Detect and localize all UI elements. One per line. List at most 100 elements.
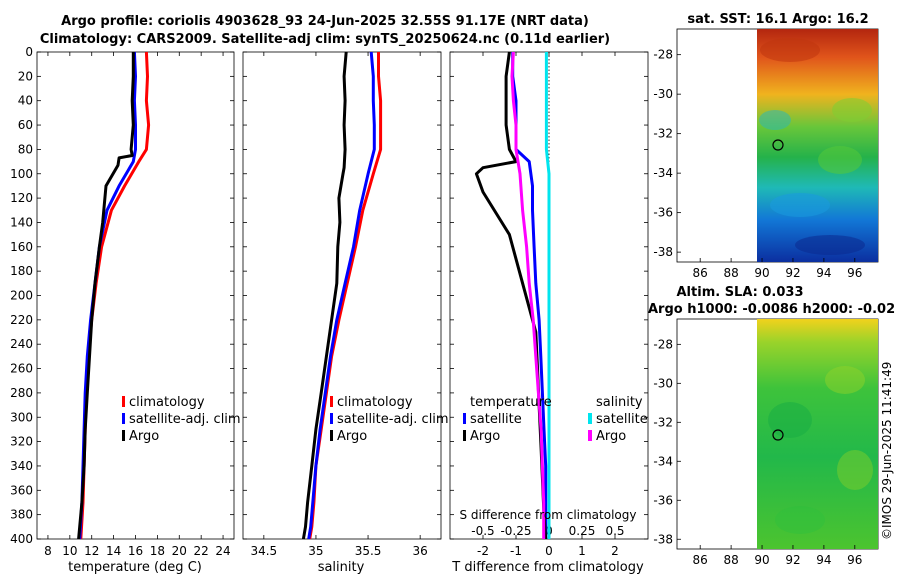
temperature-xlabel: temperature (deg C) [68,560,202,575]
t-difference-xlabel: T difference from climatology [451,560,644,575]
legend-label-s-argo: Argo [596,429,626,444]
legend-swatch-climatology [122,396,125,407]
s-diff-tick-label: -0.5 [471,524,494,538]
figure-title-line1: Argo profile: coriolis 4903628_93 24-Jun… [61,14,589,29]
series-line-satellite [544,52,551,539]
depth-tick-label: 300 [10,410,33,424]
depth-tick-label: 20 [18,69,33,83]
depth-tick-label: 200 [10,289,33,303]
lat-tick-label: -36 [653,493,673,507]
lat-tick-label: -34 [653,166,673,180]
depth-tick-label: 280 [10,386,33,400]
x-tick-label: -1 [510,544,522,558]
depth-tick-label: 240 [10,337,33,351]
depth-tick-label: 100 [10,167,33,181]
x-tick-label: 1 [578,544,586,558]
lat-tick-label: -38 [653,245,673,259]
lon-tick-label: 88 [723,266,738,280]
sst-heatmap [757,29,878,262]
legend-swatch-argo [122,430,125,441]
legend-label-satellite-adj: satellite-adj. clim [337,412,449,427]
series-line-satellite-adj-clim [307,51,376,540]
lon-tick-label: 92 [785,553,800,567]
x-tick-label: 36 [413,544,428,558]
lon-tick-label: 94 [816,553,831,567]
legend-label-argo: Argo [129,429,159,444]
sla-map-longitude-labels: 86 88 90 92 94 96 [693,545,862,567]
s-difference-xlabel: S difference from climatology [460,508,637,522]
s-diff-tick-label: 0.5 [605,524,624,538]
lat-tick-label: -32 [653,415,673,429]
sla-heatmap-texture [768,366,873,534]
legend-swatch-t-argo [463,430,466,441]
depth-tick-label: 400 [10,532,33,546]
lon-tick-label: 88 [723,553,738,567]
x-tick-label: 20 [172,544,187,558]
legend-label-satellite-adj: satellite-adj. clim [129,412,241,427]
sst-argo-marker [772,139,784,151]
series-line-argo [510,51,546,539]
lat-tick-label: -32 [653,127,673,141]
salinity-legend: climatology satellite-adj. clim Argo [330,395,449,444]
x-tick-label: -2 [477,544,489,558]
x-tick-label: 35.5 [355,544,382,558]
legend-swatch-argo [330,430,333,441]
lon-tick-label: 92 [785,266,800,280]
temperature-legend: climatology satellite-adj. clim Argo [122,395,241,444]
x-tick-label: 35 [308,544,323,558]
series-line-argo [301,51,348,540]
legend-label-climatology: climatology [129,395,205,410]
depth-tick-label: 60 [18,118,33,132]
t-difference-tick-labels: -2 -1 0 1 2 [477,52,619,558]
legend-swatch-s-satellite [588,413,592,424]
depth-tick-label: 160 [10,240,33,254]
x-tick-label: 10 [62,544,77,558]
lon-tick-label: 96 [847,553,862,567]
x-tick-label: 18 [150,544,165,558]
legend-swatch-s-argo [588,430,592,441]
legend-swatch-satellite-adj [330,413,333,424]
legend-label-t-satellite: satellite [470,412,522,427]
depth-tick-label: 120 [10,191,33,205]
lat-tick-label: -34 [653,454,673,468]
depth-tick-label: 80 [18,142,33,156]
depth-tick-label: 380 [10,508,33,522]
s-diff-tick-label: 0.25 [569,524,596,538]
depth-tick-label: 180 [10,264,33,278]
sla-map-title: Altim. SLA: 0.033 [677,285,804,300]
depth-tick-label: 220 [10,313,33,327]
legend-label-t-argo: Argo [470,429,500,444]
depth-tick-label: 360 [10,483,33,497]
sla-map-subtitle: Argo h1000: -0.0086 h2000: -0.02 [648,302,895,317]
lat-tick-label: -30 [653,376,673,390]
lon-tick-label: 90 [754,553,769,567]
sst-heatmap-texture [759,38,872,255]
x-tick-label: 24 [215,544,230,558]
x-tick-label: 12 [84,544,99,558]
legend-label-s-satellite: satellite [596,412,648,427]
lon-tick-label: 96 [847,266,862,280]
legend-heading-salinity: salinity [596,395,643,410]
legend-swatch-t-satellite [463,413,466,424]
sst-map-latitude-labels: -28 -30 -32 -34 -36 -38 [653,48,681,259]
depth-tick-labels: 0 20 40 60 80 100 120 140 160 180 200 220 240 260 280 3… [10,45,648,546]
x-tick-label: 16 [128,544,143,558]
lon-tick-label: 94 [816,266,831,280]
salinity-xlabel: salinity [318,560,365,575]
x-tick-label: 8 [44,544,52,558]
lat-tick-label: -36 [653,206,673,220]
sst-map-longitude-labels: 86 88 90 92 94 96 [693,258,862,280]
x-tick-label: 22 [194,544,209,558]
legend-label-climatology: climatology [337,395,413,410]
lon-tick-label: 86 [693,553,708,567]
legend-label-argo: Argo [337,429,367,444]
legend-heading-temperature: temperature [470,395,552,410]
lon-tick-label: 90 [754,266,769,280]
x-tick-label: 0 [545,544,553,558]
depth-tick-label: 140 [10,215,33,229]
figure-title-line2: Climatology: CARS2009. Satellite-adj cli… [39,32,611,47]
depth-tick-label: 260 [10,362,33,376]
lat-tick-label: -30 [653,87,673,101]
difference-legend: temperature salinity satellite Argo sate… [463,395,648,444]
